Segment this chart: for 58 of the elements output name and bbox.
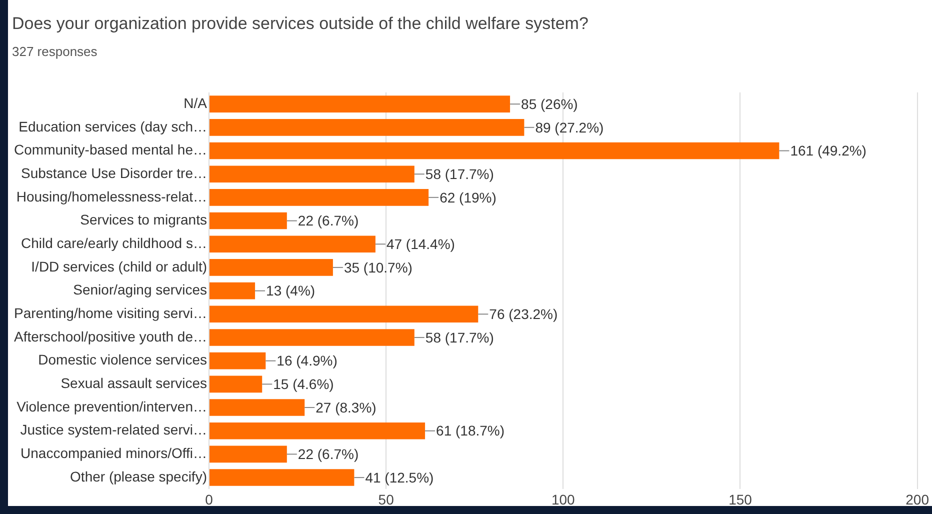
data-label: 76 (23.2%) bbox=[489, 306, 558, 322]
y-tick-label: Education services (day sch… bbox=[18, 118, 207, 134]
bar bbox=[209, 119, 524, 136]
y-tick-label: Sexual assault services bbox=[60, 375, 207, 392]
y-tick-label: Parenting/home visiting servi… bbox=[14, 305, 207, 321]
y-tick-label: I/DD services (child or adult) bbox=[31, 258, 207, 274]
y-tick-label: Justice system-related servi… bbox=[20, 422, 207, 438]
y-tick-label: Community-based mental he… bbox=[14, 142, 207, 158]
bar bbox=[209, 96, 510, 112]
data-label: 47 (14.4%) bbox=[386, 236, 455, 252]
y-tick-label: Violence prevention/interven… bbox=[16, 398, 207, 414]
bar bbox=[209, 166, 414, 182]
y-tick-label: Domestic violence services bbox=[38, 352, 207, 368]
data-label: 62 (19%) bbox=[440, 189, 496, 206]
bar bbox=[209, 189, 429, 206]
x-tick-label: 150 bbox=[728, 491, 752, 508]
bar bbox=[209, 142, 780, 160]
data-label: 58 (17.7%) bbox=[425, 166, 494, 182]
chart-title: Does your organization provide services outside of the child welfare system? bbox=[12, 14, 588, 34]
bar bbox=[209, 376, 262, 393]
y-tick-label: Afterschool/positive youth de… bbox=[14, 328, 207, 344]
data-label: 35 (10.7%) bbox=[344, 259, 412, 276]
x-tick-label: 200 bbox=[906, 491, 930, 508]
data-label: 85 (26%) bbox=[521, 96, 578, 112]
y-tick-label: Housing/homelessness-relat… bbox=[16, 188, 207, 204]
bar bbox=[209, 469, 354, 486]
y-tick-label: Unaccompanied minors/Offi… bbox=[20, 445, 207, 462]
bar bbox=[209, 236, 376, 253]
data-label: 89 (27.2%) bbox=[535, 119, 604, 136]
bar bbox=[209, 399, 305, 416]
data-label: 61 (18.7%) bbox=[436, 422, 505, 439]
data-label: 27 (8.3%) bbox=[316, 399, 376, 416]
data-label: 13 (4%) bbox=[266, 282, 316, 299]
bar bbox=[209, 306, 478, 323]
data-label: 41 (12.5%) bbox=[365, 469, 434, 486]
y-tick-label: N/A bbox=[184, 94, 208, 111]
bar bbox=[209, 259, 333, 276]
x-tick-label: 50 bbox=[378, 491, 394, 508]
text: 327 responses bbox=[12, 44, 98, 59]
bar bbox=[209, 329, 414, 346]
data-label: 58 (17.7%) bbox=[425, 329, 494, 346]
y-tick-label: Senior/aging services bbox=[73, 282, 207, 298]
data-label: 15 (4.6%) bbox=[273, 376, 334, 392]
y-tick-label: Substance Use Disorder tre… bbox=[21, 164, 207, 181]
bar bbox=[209, 352, 266, 370]
data-label: 22 (6.7%) bbox=[298, 446, 359, 462]
bar bbox=[209, 422, 426, 440]
bar bbox=[209, 446, 287, 463]
y-tick-label: Other (please specify) bbox=[70, 468, 207, 484]
bar bbox=[209, 212, 287, 230]
data-label: 22 (6.7%) bbox=[298, 212, 359, 229]
bar bbox=[209, 282, 256, 300]
x-tick-label: 0 bbox=[205, 491, 214, 508]
x-tick-label: 100 bbox=[551, 491, 576, 508]
data-label: 161 (49.2%) bbox=[790, 142, 866, 159]
data-label: 16 (4.9%) bbox=[276, 352, 338, 369]
y-tick-label: Services to migrants bbox=[80, 212, 207, 228]
y-tick-label: Child care/early childhood s… bbox=[21, 234, 207, 251]
